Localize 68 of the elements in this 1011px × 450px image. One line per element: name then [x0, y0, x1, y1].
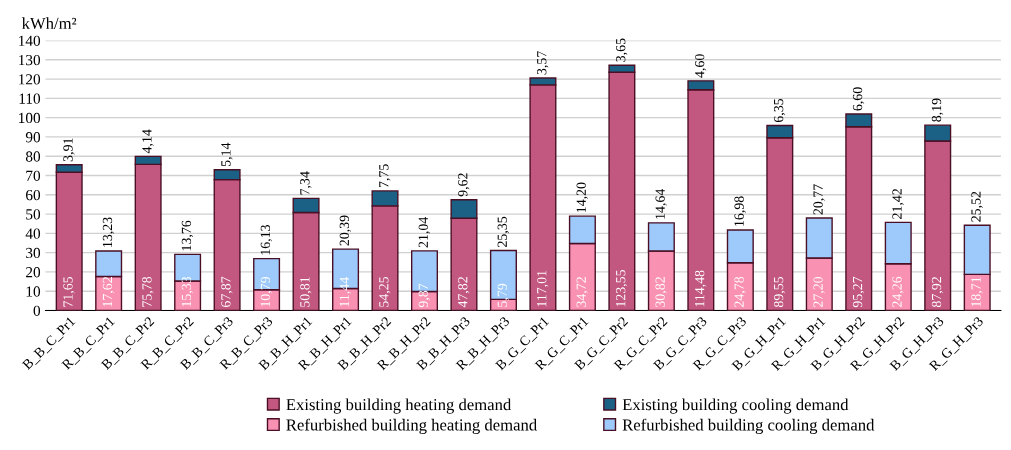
y-tick-label: 70 [26, 170, 41, 181]
data-label: 6,60 [852, 87, 865, 111]
y-tick-label: 140 [19, 35, 41, 46]
data-label: 87,92 [931, 277, 944, 308]
data-label: 114,48 [694, 270, 707, 307]
data-label: 16,98 [734, 196, 746, 226]
data-label: 47,82 [458, 277, 470, 308]
data-label: 3,91 [63, 138, 75, 162]
data-label: 75,78 [142, 276, 154, 307]
data-label: 17,62 [102, 277, 115, 307]
y-tick-label: 100 [19, 112, 41, 124]
data-label: 54,25 [379, 276, 391, 307]
data-label: 21,04 [418, 216, 430, 248]
data-label: 25,52 [971, 191, 983, 222]
y-tick-label: 20 [26, 267, 41, 278]
data-label: 30,82 [655, 277, 667, 307]
data-label: 4,14 [142, 129, 154, 154]
y-tick-label: 60 [26, 189, 41, 201]
data-label: 3,57 [537, 51, 549, 75]
y-tick-label: 30 [26, 247, 41, 259]
legend-label: Refurbished building heating demand [286, 418, 537, 434]
data-label: 50,81 [300, 277, 312, 307]
data-label: 9,87 [418, 283, 430, 308]
y-tick-label: 0 [33, 305, 41, 316]
data-label: 20,77 [813, 184, 825, 215]
y-tick-label: 40 [25, 228, 41, 239]
data-label: 13,23 [102, 217, 115, 247]
data-label: 3,65 [616, 38, 628, 62]
data-label: 20,39 [339, 215, 352, 246]
data-label: 5,79 [497, 283, 509, 307]
data-label: 24,26 [892, 276, 904, 307]
data-label: 89,55 [773, 276, 786, 308]
data-label: 6,35 [773, 98, 786, 123]
data-label: 117,01 [537, 270, 549, 307]
data-label: 34,72 [576, 277, 588, 307]
data-label: 10,79 [260, 276, 273, 307]
y-tick-label: 130 [19, 54, 41, 66]
data-label: 71,65 [63, 276, 75, 307]
data-label: 67,87 [221, 276, 233, 308]
data-label: 9,62 [458, 173, 470, 197]
data-label: 11,44 [339, 277, 352, 307]
y-tick-label: 110 [19, 93, 41, 104]
data-label: 8,19 [931, 98, 944, 122]
data-label: 15,33 [181, 276, 194, 307]
data-label: 24,78 [734, 276, 746, 307]
data-label: 123,55 [616, 269, 628, 307]
legend-label: Refurbished building cooling demand [622, 418, 875, 434]
legend-label: Existing building heating demand [286, 398, 512, 414]
data-label: 27,20 [813, 276, 825, 307]
data-label: 13,76 [181, 220, 194, 251]
y-tick-label: 10 [26, 286, 41, 297]
data-label: 7,75 [379, 164, 391, 188]
data-label: 14,20 [576, 182, 588, 213]
data-label: 95,27 [852, 276, 865, 308]
y-tick-label: 80 [25, 151, 41, 162]
data-label: 4,60 [694, 54, 707, 78]
legend-label: Existing building cooling demand [622, 398, 849, 414]
data-label: 18,71 [971, 277, 983, 307]
data-label: 14,64 [655, 188, 667, 219]
y-axis-title: kWh/m² [21, 17, 77, 30]
data-label: 16,13 [260, 224, 273, 255]
y-tick-label: 120 [19, 74, 41, 85]
data-label: 7,34 [300, 171, 312, 195]
y-tick-label: 50 [26, 209, 41, 220]
data-label: 25,35 [497, 216, 509, 247]
data-label: 21,42 [892, 189, 904, 219]
y-tick-label: 90 [25, 132, 41, 143]
data-label: 5,14 [221, 142, 233, 166]
